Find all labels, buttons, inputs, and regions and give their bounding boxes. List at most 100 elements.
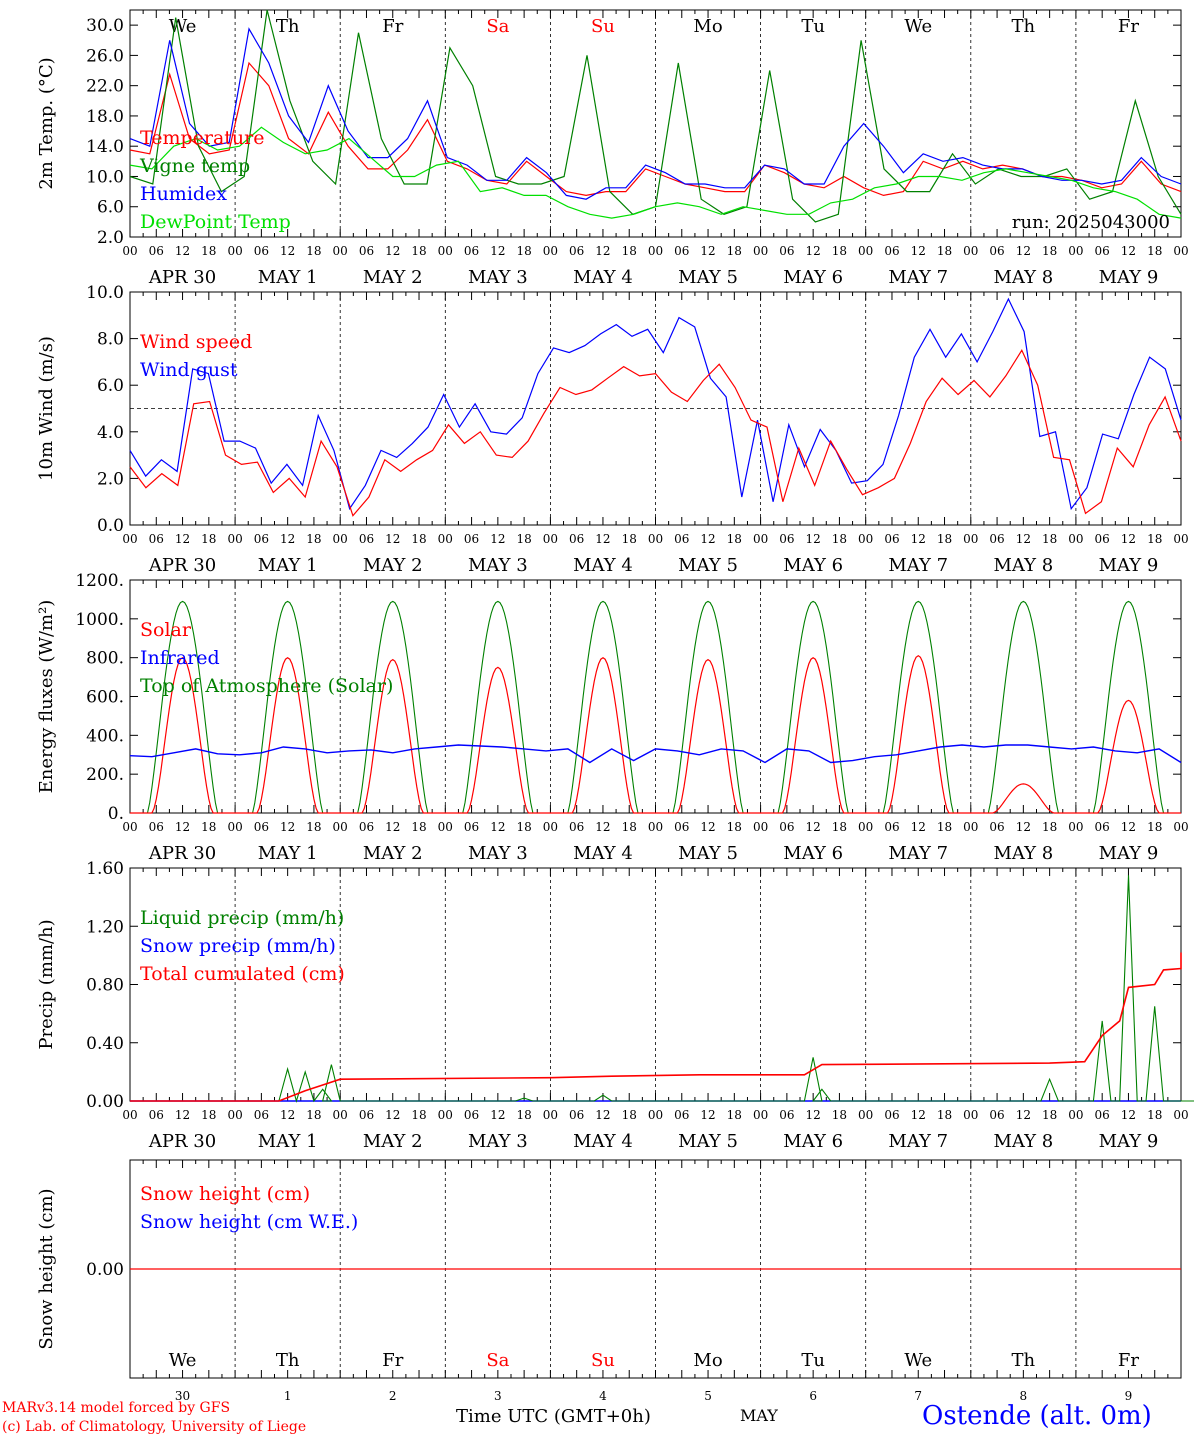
precip-hour-label: 18 (411, 1108, 426, 1122)
temp-date-label: MAY 2 (363, 267, 423, 288)
temp-weekday-label: Su (591, 16, 615, 37)
energy-hour-label: 06 (254, 820, 269, 834)
precip-hour-label: 18 (622, 1108, 637, 1122)
precip-hour-label: 06 (149, 1108, 164, 1122)
temp-weekday-label: Fr (382, 16, 403, 37)
precip-hour-label: 06 (569, 1108, 584, 1122)
precip-date-label: APR 30 (148, 1131, 216, 1152)
wind-hour-label: 00 (333, 532, 348, 546)
temp-legend-dewpoint-temp: DewPoint Temp (140, 211, 291, 233)
precip-date-label: MAY 5 (678, 1131, 738, 1152)
energy-hour-label: 18 (937, 820, 952, 834)
precip-ytick-label: 0.80 (86, 976, 124, 996)
energy-hour-label: 00 (227, 820, 242, 834)
wind-hour-label: 18 (201, 532, 216, 546)
wind-hour-label: 12 (595, 532, 610, 546)
wind-hour-label: 12 (385, 532, 400, 546)
wind-hour-label: 06 (674, 532, 689, 546)
wind-hour-label: 18 (516, 532, 531, 546)
snow-weekday-label: Fr (382, 1350, 403, 1371)
energy-hour-label: 18 (201, 820, 216, 834)
energy-hour-label: 12 (1016, 820, 1031, 834)
energy-date-label: MAY 8 (993, 843, 1053, 864)
precip-hour-label: 00 (122, 1108, 137, 1122)
temp-hour-label: 00 (543, 244, 558, 258)
snow-ylabel: Snow height (cm) (36, 1188, 57, 1349)
precip-hour-label: 00 (753, 1108, 768, 1122)
bottom-day-number: 9 (1125, 1389, 1133, 1403)
snow-weekday-label: We (169, 1350, 197, 1371)
precip-date-label: MAY 4 (573, 1131, 633, 1152)
precip-hour-label: 18 (516, 1108, 531, 1122)
bottom-day-number: 1 (284, 1389, 292, 1403)
temp-hour-label: 12 (280, 244, 295, 258)
temp-hour-label: 18 (411, 244, 426, 258)
wind-legend-wind-speed: Wind speed (140, 331, 252, 353)
temp-hour-label: 06 (254, 244, 269, 258)
temp-ytick-label: 10.0 (86, 167, 124, 187)
energy-date-label: MAY 3 (468, 843, 528, 864)
energy-hour-label: 18 (832, 820, 847, 834)
temp-ytick-label: 2.0 (97, 228, 124, 248)
wind-ytick-label: 10.0 (86, 283, 124, 303)
precip-hour-label: 06 (254, 1108, 269, 1122)
temp-hour-label: 00 (227, 244, 242, 258)
energy-hour-label: 06 (884, 820, 899, 834)
bottom-day-number: 6 (809, 1389, 817, 1403)
precip-hour-label: 00 (1068, 1108, 1083, 1122)
wind-hour-label: 06 (779, 532, 794, 546)
wind-hour-label: 12 (700, 532, 715, 546)
temp-hour-label: 18 (516, 244, 531, 258)
temp-hour-label: 12 (1016, 244, 1031, 258)
energy-ytick-label: 200. (86, 765, 124, 785)
precip-hour-label: 00 (1173, 1108, 1188, 1122)
precip-legend-liquid-precip-mm-h-: Liquid precip (mm/h) (140, 907, 344, 929)
temp-legend-vigne-temp: Vigne temp (139, 155, 250, 177)
precip-hour-label: 18 (832, 1108, 847, 1122)
temp-hour-label: 18 (832, 244, 847, 258)
temp-hour-label: 18 (306, 244, 321, 258)
snow-weekday-label: We (904, 1350, 932, 1371)
wind-hour-label: 12 (280, 532, 295, 546)
temp-hour-label: 06 (464, 244, 479, 258)
temp-weekday-label: Mo (693, 16, 722, 37)
energy-hour-label: 06 (464, 820, 479, 834)
temp-date-label: MAY 1 (258, 267, 318, 288)
wind-hour-label: 12 (490, 532, 505, 546)
temp-hour-label: 06 (1095, 244, 1110, 258)
wind-hour-label: 06 (464, 532, 479, 546)
energy-legend-top-of-atmosphere-solar-: Top of Atmosphere (Solar) (140, 675, 393, 697)
temp-date-label: MAY 8 (993, 267, 1053, 288)
precip-hour-label: 18 (306, 1108, 321, 1122)
precip-hour-label: 06 (779, 1108, 794, 1122)
energy-date-label: MAY 7 (888, 843, 948, 864)
bottom-day-number: 3 (494, 1389, 502, 1403)
energy-hour-label: 00 (753, 820, 768, 834)
temp-date-label: MAY 3 (468, 267, 528, 288)
temp-hour-label: 18 (201, 244, 216, 258)
wind-series-wind-gust (129, 297, 1182, 511)
energy-hour-label: 18 (622, 820, 637, 834)
precip-hour-label: 06 (359, 1108, 374, 1122)
energy-hour-label: 12 (911, 820, 926, 834)
temp-date-label: MAY 7 (888, 267, 948, 288)
wind-date-label: MAY 4 (573, 555, 633, 576)
energy-date-label: MAY 5 (678, 843, 738, 864)
energy-hour-label: 06 (989, 820, 1004, 834)
temp-hour-label: 18 (727, 244, 742, 258)
wind-date-label: MAY 3 (468, 555, 528, 576)
wind-ytick-label: 0.0 (97, 516, 124, 536)
energy-hour-label: 00 (1068, 820, 1083, 834)
precip-hour-label: 12 (595, 1108, 610, 1122)
temp-hour-label: 18 (937, 244, 952, 258)
energy-hour-label: 06 (674, 820, 689, 834)
wind-ytick-label: 6.0 (97, 376, 124, 396)
energy-ytick-label: 0. (108, 804, 124, 824)
energy-hour-label: 00 (648, 820, 663, 834)
temp-weekday-label: Tu (801, 16, 825, 37)
energy-hour-label: 06 (359, 820, 374, 834)
lab-credit: (c) Lab. of Climatology, University of L… (2, 1419, 307, 1435)
precip-hour-label: 06 (464, 1108, 479, 1122)
wind-ytick-label: 2.0 (97, 469, 124, 489)
